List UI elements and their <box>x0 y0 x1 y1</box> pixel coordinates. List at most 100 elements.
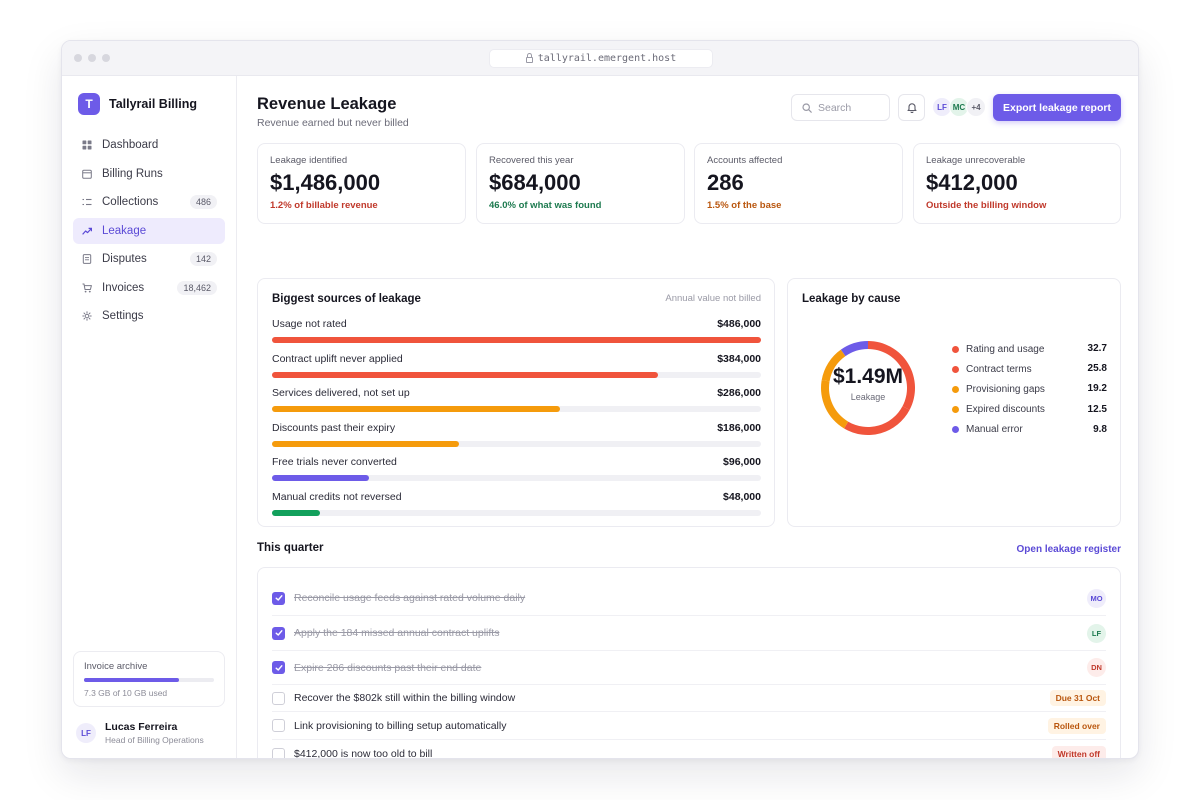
legend-item: Manual error 9.8 <box>952 423 1107 437</box>
sidebar-item-leakage[interactable]: Leakage <box>73 217 225 244</box>
task-row: Recover the $802k still within the billi… <box>272 685 1106 712</box>
task-row: Reconcile usage feeds against rated volu… <box>272 581 1106 616</box>
gear-icon <box>82 311 92 321</box>
sidebar-item-dashboard[interactable]: Dashboard <box>73 132 225 158</box>
task-checkbox[interactable] <box>272 747 285 758</box>
source-bar-track <box>272 406 761 412</box>
archive-title: Invoice archive <box>84 661 148 672</box>
notifications-button[interactable] <box>898 94 925 121</box>
source-bar-track <box>272 509 761 516</box>
kpi-subtext: 1.2% of billable revenue <box>270 200 378 211</box>
donut-center-label: Leakage <box>850 392 886 402</box>
task-text: Recover the $802k still within the billi… <box>294 692 516 704</box>
window-maximize-dot[interactable] <box>102 54 110 62</box>
quarter-tasks-panel: Reconcile usage feeds against rated volu… <box>257 567 1121 758</box>
panel-title: Biggest sources of leakage <box>272 293 421 305</box>
check-icon <box>275 630 283 636</box>
donut-slice-expired-discounts[interactable] <box>821 349 846 382</box>
donut-slice-rating-and-usage[interactable] <box>868 341 915 410</box>
export-leakage-report-button[interactable]: Export leakage report <box>993 94 1121 121</box>
source-label: Services delivered, not set up <box>272 387 410 399</box>
source-bar <box>272 440 460 447</box>
task-text: Link provisioning to billing setup autom… <box>294 719 507 732</box>
user-profile[interactable]: LF Lucas Ferreira Head of Billing Operat… <box>76 721 204 745</box>
sidebar-item-billing-runs[interactable]: Billing Runs <box>73 161 225 187</box>
leakage-source-row[interactable]: Contract uplift never applied $384,000 <box>272 353 761 378</box>
legend-swatch <box>952 426 959 434</box>
brand-name: Tallyrail Billing <box>109 97 197 111</box>
sidebar-item-label: Billing Runs <box>102 167 163 180</box>
source-bar-track <box>272 337 761 343</box>
task-row: Apply the 184 missed annual contract upl… <box>272 616 1106 651</box>
more-avatars-count: +4 <box>966 97 986 117</box>
brand[interactable]: T Tallyrail Billing <box>78 93 197 115</box>
donut-center-value: $1.49M <box>832 365 904 388</box>
kpi-subtext: 46.0% of what was found <box>489 200 602 211</box>
task-checkbox[interactable] <box>272 591 285 605</box>
source-bar <box>272 371 659 378</box>
address-bar[interactable]: tallyrail.emergent.host <box>489 49 713 68</box>
leakage-source-row[interactable]: Discounts past their expiry $186,000 <box>272 422 761 447</box>
source-label: Discounts past their expiry <box>272 421 396 434</box>
task-row: Expire 286 discounts past their end date… <box>272 651 1106 685</box>
page-subtitle: Revenue earned but never billed <box>257 117 409 129</box>
source-label: Manual credits not reversed <box>272 490 402 503</box>
open-leakage-register-link[interactable]: Open leakage register <box>1016 544 1122 555</box>
source-label: Contract uplift never applied <box>272 352 403 365</box>
task-checkbox[interactable] <box>272 661 285 674</box>
source-bar-track <box>272 371 761 378</box>
legend-swatch <box>952 345 959 353</box>
legend-item: Expired discounts 12.5 <box>952 403 1107 417</box>
donut-slice-manual-error[interactable] <box>840 341 868 357</box>
window-minimize-dot[interactable] <box>88 54 96 62</box>
kpi-subtext: 1.5% of the base <box>707 200 782 211</box>
grid-icon <box>82 140 92 150</box>
kpi-card: Recovered this year $684,000 46.0% of wh… <box>476 143 685 224</box>
sidebar: T Tallyrail Billing Dashboard Billing Run… <box>62 76 237 758</box>
source-label: Free trials never converted <box>272 456 397 468</box>
kpi-subtext: Outside the billing window <box>926 200 1047 211</box>
sidebar-item-count: 486 <box>189 195 217 209</box>
leakage-source-row[interactable]: Manual credits not reversed $48,000 <box>272 491 761 516</box>
leakage-by-cause-panel: Leakage by cause $1.49M Leakage Rating a… <box>787 278 1121 527</box>
window-close-dot[interactable] <box>74 54 82 62</box>
sidebar-item-label: Collections <box>102 196 159 208</box>
task-row: Link provisioning to billing setup autom… <box>272 712 1106 740</box>
legend-label: Expired discounts <box>966 404 1045 416</box>
task-status-badge: Due 31 Oct <box>1049 690 1106 706</box>
leakage-source-row[interactable]: Services delivered, not set up $286,000 <box>272 387 761 412</box>
collaborator-avatars[interactable]: LF MC +4 <box>932 97 986 117</box>
calendar-icon <box>82 169 92 179</box>
section-title: This quarter <box>257 542 324 554</box>
donut-slice-provisioning-gaps[interactable] <box>821 380 849 429</box>
source-label: Usage not rated <box>272 318 347 330</box>
legend-item: Contract terms 25.8 <box>952 362 1107 376</box>
panel-hint: Annual value not billed <box>665 293 761 304</box>
kpi-label: Recovered this year <box>489 155 574 166</box>
source-bar-track <box>272 440 761 447</box>
sidebar-item-invoices[interactable]: Invoices 18,462 <box>73 275 225 301</box>
legend-item: Rating and usage 32.7 <box>952 342 1107 356</box>
legend-swatch <box>952 406 959 414</box>
task-checkbox[interactable] <box>272 691 285 705</box>
sidebar-item-settings[interactable]: Settings <box>73 303 225 329</box>
user-name: Lucas Ferreira <box>105 721 178 733</box>
donut-slice-contract-terms[interactable] <box>844 406 910 435</box>
task-text: Apply the 184 missed annual contract upl… <box>294 627 500 639</box>
kpi-card: Accounts affected 286 1.5% of the base <box>694 143 903 224</box>
source-value: $286,000 <box>717 387 761 399</box>
sidebar-nav: Dashboard Billing Runs Collections 486 Leaka… <box>73 132 225 332</box>
main-content: Revenue Leakage Revenue earned but never… <box>238 76 1138 758</box>
task-checkbox[interactable] <box>272 719 285 732</box>
task-row: $412,000 is now too old to bill Written o… <box>272 740 1106 758</box>
task-checkbox[interactable] <box>272 626 285 640</box>
leakage-sources-panel: Biggest sources of leakage Annual value … <box>257 278 775 527</box>
leakage-source-row[interactable]: Usage not rated $486,000 <box>272 318 761 343</box>
sidebar-item-disputes[interactable]: Disputes 142 <box>73 246 225 272</box>
search-input[interactable]: Search <box>791 94 890 121</box>
leakage-source-row[interactable]: Free trials never converted $96,000 <box>272 456 761 481</box>
kpi-value: $412,000 <box>926 170 1018 195</box>
sidebar-item-collections[interactable]: Collections 486 <box>73 189 225 215</box>
search-placeholder: Search <box>818 101 852 114</box>
bell-icon <box>906 103 917 113</box>
